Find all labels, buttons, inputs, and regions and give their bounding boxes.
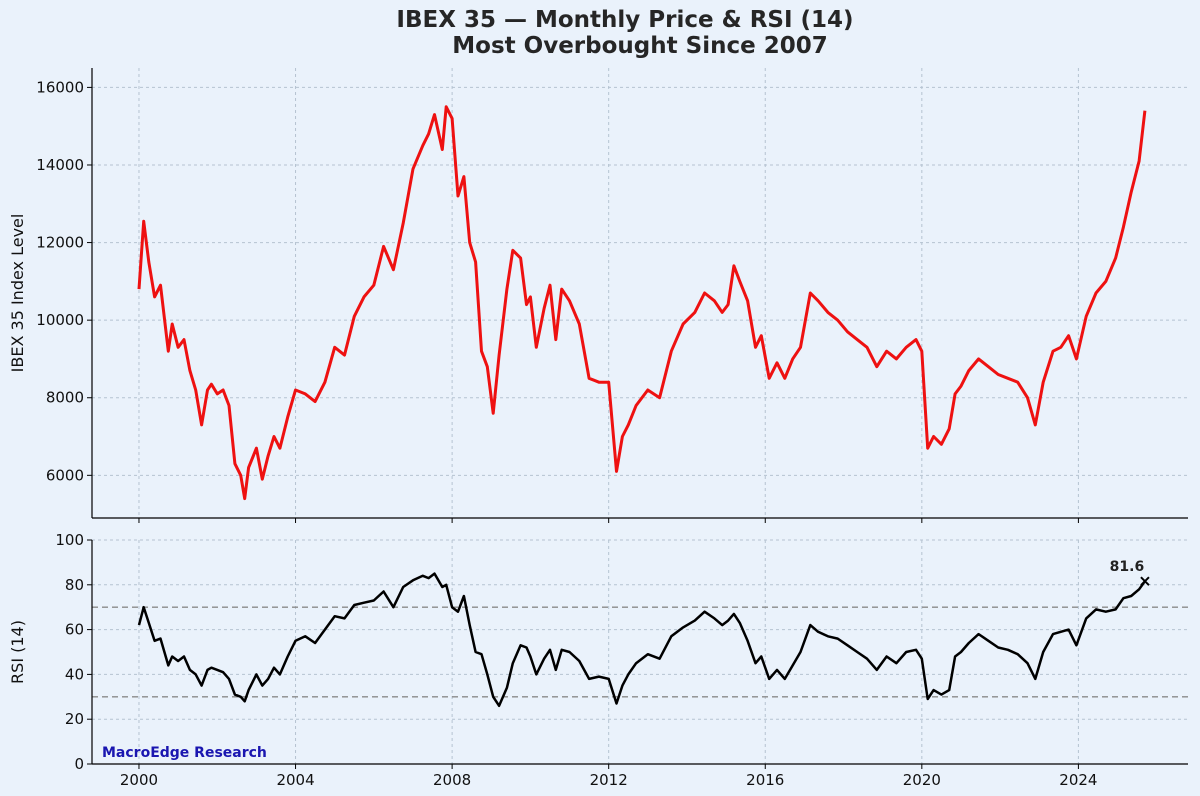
rsi-y-tick-label: 20 [65,710,84,728]
price-series-line [137,105,1147,501]
rsi-panel: 0 20 40 60 80 100 2000 2004 2008 2012 2016 2020 2024… [8,531,1188,789]
price-y-axis-label: IBEX 35 Index Level [8,214,27,373]
rsi-last-point-marker [1140,576,1150,586]
x-tick-label: 2000 [120,771,158,789]
x-tick-label: 2020 [903,771,941,789]
price-panel: 6000 8000 10000 12000 14000 16000 IBEX 35 Inde… [8,68,1188,523]
watermark-text: MacroEdge Research [102,745,267,761]
rsi-y-tick-label: 60 [65,621,84,639]
x-tick-label: 2008 [433,771,471,789]
price-y-tick-label: 10000 [36,311,84,329]
price-y-tick-label: 6000 [46,466,84,484]
rsi-series-line [137,572,1146,708]
rsi-last-value-label: 81.6 [1110,559,1145,575]
rsi-y-tick-label: 100 [55,531,84,549]
chart-subtitle: Most Overbought Since 2007 [452,33,827,59]
rsi-y-tick-label: 0 [74,755,84,773]
rsi-y-axis-label: RSI (14) [8,620,27,684]
x-tick-label: 2004 [276,771,314,789]
price-y-tick-label: 12000 [36,234,84,252]
price-y-tick-label: 14000 [36,156,84,174]
rsi-y-tick-label: 80 [65,576,84,594]
price-y-tick-label: 16000 [36,78,84,96]
chart-title: IBEX 35 — Monthly Price & RSI (14) [396,7,853,33]
x-tick-label: 2016 [746,771,784,789]
x-tick-label: 2024 [1059,771,1097,789]
price-y-tick-label: 8000 [46,389,84,407]
rsi-y-tick-label: 40 [65,665,84,683]
x-tick-label: 2012 [590,771,628,789]
